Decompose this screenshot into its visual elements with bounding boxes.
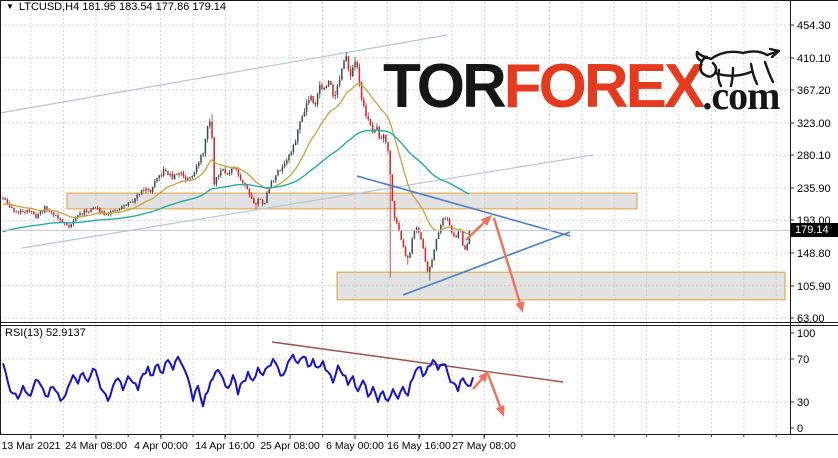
rsi-line [2,353,474,408]
watermark-tor: TOR [383,52,507,121]
triangle-upper [356,175,571,237]
svg-text:280.10: 280.10 [797,150,831,162]
svg-text:410.10: 410.10 [797,53,831,65]
svg-text:24 Mar 08:00: 24 Mar 08:00 [65,440,127,452]
svg-text:148.80: 148.80 [797,248,831,260]
svg-text:13 Mar 2021: 13 Mar 2021 [2,440,61,452]
rsi-scale[interactable]: 100 70 30 0 [790,328,815,435]
svg-text:235.90: 235.90 [797,183,831,195]
rsi-indicator-label: RSI(13) 52.9137 [5,327,86,339]
symbol-title: ▼ LTCUSD,H4 181.95 183.54 177.86 179.14 [6,1,226,13]
svg-text:367.20: 367.20 [797,85,831,97]
channel-lower [21,154,594,249]
svg-text:4 Apr 00:00: 4 Apr 00:00 [134,440,188,452]
svg-text:63.00: 63.00 [797,313,825,325]
moving-averages [2,83,470,235]
trend-channel-lines[interactable] [0,34,594,249]
symbol-ohlc-text: LTCUSD,H4 181.95 183.54 177.86 179.14 [18,1,227,13]
price-forecast-arrow [492,217,525,313]
price-scale[interactable]: 454.30410.10367.20323.00280.10235.90193.… [790,20,831,325]
watermark-com: .com [702,73,780,118]
symbol-dropdown-icon[interactable]: ▼ [6,2,14,11]
ma-slow-line [2,129,470,233]
svg-text:25 Apr 08:00: 25 Apr 08:00 [260,440,320,452]
svg-text:0: 0 [797,423,803,435]
svg-text:70: 70 [797,354,809,366]
time-scale[interactable]: 13 Mar 2021 24 Mar 08:00 4 Apr 00:00 14 Apr… [2,434,777,452]
svg-text:6 May 00:00: 6 May 00:00 [326,440,384,452]
triangle-lower [402,231,571,296]
channel-upper [0,34,448,114]
rsi-trendline [271,341,564,383]
ma-fast-line [2,83,470,235]
svg-text:30: 30 [797,397,809,409]
grid-lines [0,2,790,434]
sr-zones[interactable] [66,192,786,301]
resistance-zone [66,192,638,210]
watermark: TOR FOREX .com [383,47,780,121]
rsi-test-arrow [472,371,489,390]
bull-logo-icon [695,47,781,88]
svg-text:16 May 16:00: 16 May 16:00 [387,440,451,452]
pane-borders [0,0,838,435]
current-price-badge: 179.14 [791,223,838,237]
price-test-arrow [465,215,492,241]
svg-text:27 May 08:00: 27 May 08:00 [452,440,516,452]
svg-text:323.00: 323.00 [797,118,831,130]
watermark-forex: FOREX [503,52,706,121]
drawn-trendlines[interactable] [271,175,571,383]
forecast-arrows[interactable] [465,215,525,417]
svg-text:14 Apr 16:00: 14 Apr 16:00 [195,440,255,452]
rsi-forecast-arrow [486,373,505,417]
svg-text:100: 100 [797,328,815,340]
candlesticks [2,51,471,281]
svg-text:454.30: 454.30 [797,20,831,32]
svg-text:105.90: 105.90 [797,281,831,293]
support-zone [336,271,786,301]
